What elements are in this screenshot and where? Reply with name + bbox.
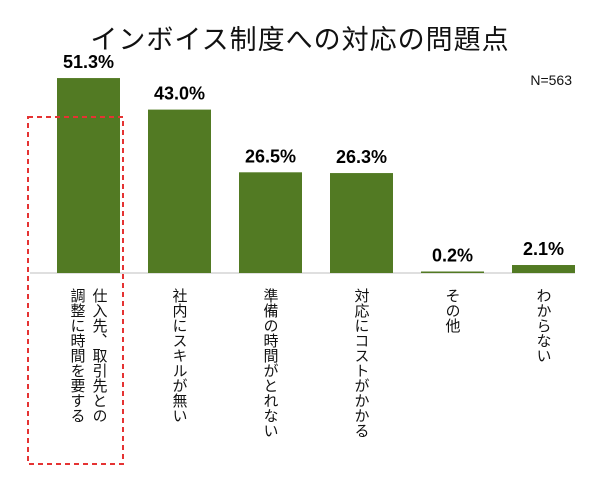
bar-0 <box>57 78 120 273</box>
bar-2 <box>239 172 302 273</box>
value-label-1: 43.0% <box>154 84 205 104</box>
category-label-3: 対応にコストがかかる <box>352 288 371 438</box>
chart-title: インボイス制度への対応の問題点 <box>90 25 510 56</box>
category-label-5: わからない <box>534 288 553 363</box>
bar-3 <box>330 173 393 273</box>
category-label-2: 準備の時間がとれない <box>261 288 280 438</box>
category-label-4: その他 <box>443 288 462 333</box>
value-label-3: 26.3% <box>336 147 387 167</box>
value-label-0: 51.3% <box>63 52 114 72</box>
bar-1 <box>148 109 211 273</box>
value-label-2: 26.5% <box>245 146 296 166</box>
bar-5 <box>512 265 575 273</box>
sample-size-label: N=563 <box>530 72 572 88</box>
category-label-0: 仕入先、取引先との 調整に時間を要する <box>68 288 109 423</box>
bar-4 <box>421 271 484 273</box>
value-label-4: 0.2% <box>432 246 473 266</box>
category-label-1: 社内にスキルが無い <box>170 288 189 423</box>
value-label-5: 2.1% <box>523 239 564 259</box>
highlight-box <box>27 116 124 465</box>
